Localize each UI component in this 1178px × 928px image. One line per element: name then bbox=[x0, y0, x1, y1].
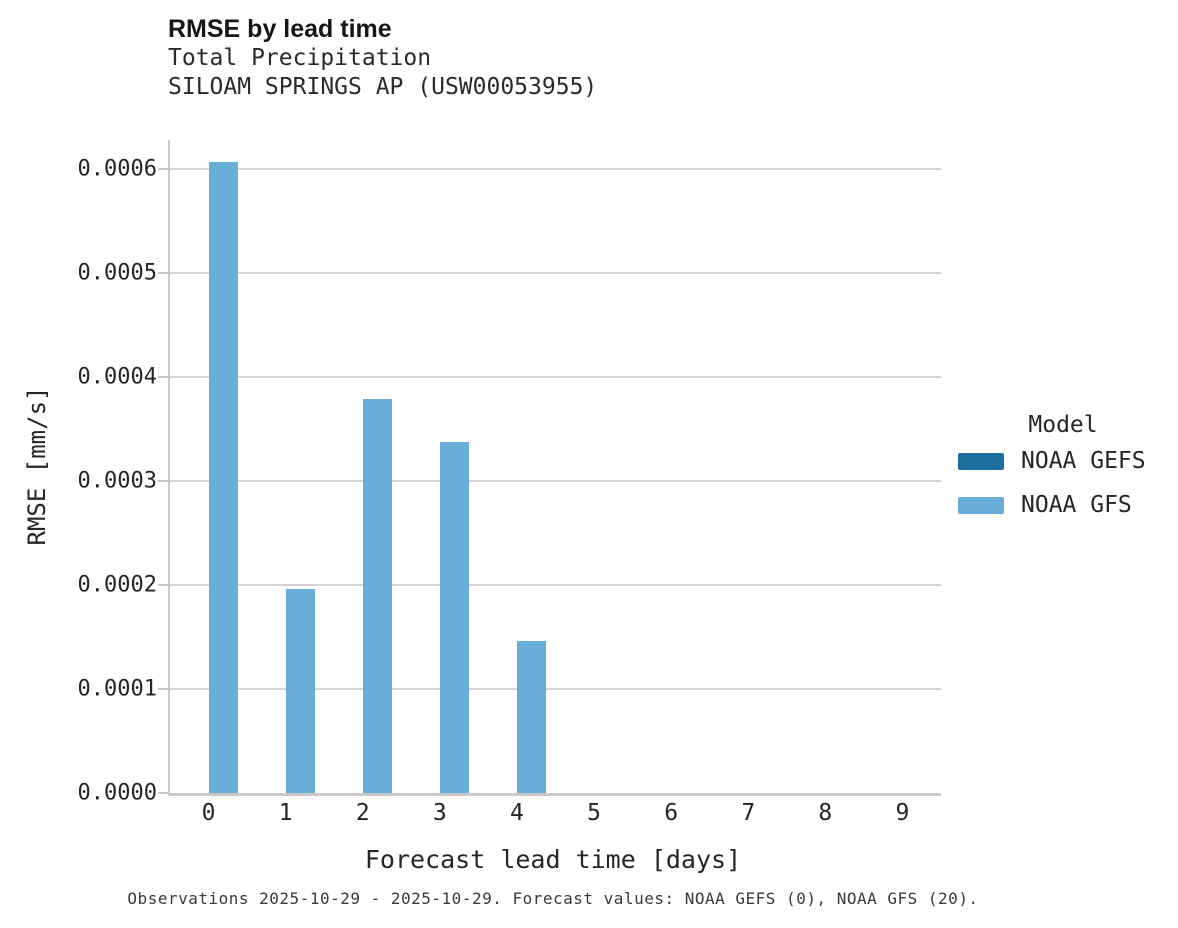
legend-swatch-noaa-gfs bbox=[958, 496, 1004, 514]
chart-caption: Observations 2025-10-29 - 2025-10-29. Fo… bbox=[127, 889, 979, 908]
chart-header: RMSE by lead time Total Precipitation SI… bbox=[168, 14, 597, 102]
bar-noaa-gfs-day-3 bbox=[439, 441, 469, 793]
x-tick-label-0: 0 bbox=[201, 800, 216, 826]
y-tick-mark bbox=[158, 792, 168, 794]
y-tick-label: 0.0006 bbox=[77, 156, 157, 182]
bar-noaa-gfs-day-1 bbox=[285, 589, 315, 793]
legend-title: Model bbox=[1028, 412, 1098, 438]
x-tick-label-5: 5 bbox=[587, 800, 601, 826]
x-tick-label-2: 2 bbox=[355, 800, 370, 826]
y-tick-label: 0.0003 bbox=[77, 468, 157, 494]
gridline-y-0.0001 bbox=[170, 688, 941, 691]
legend: Model NOAA GEFS NOAA GFS bbox=[958, 412, 1168, 536]
y-tick-label: 0.0000 bbox=[77, 780, 157, 806]
legend-label-noaa-gfs: NOAA GFS bbox=[1021, 492, 1132, 518]
x-tick-label-7: 7 bbox=[741, 800, 756, 826]
legend-entry-gfs: NOAA GFS bbox=[958, 492, 1168, 518]
legend-swatch-noaa-gefs bbox=[958, 452, 1004, 470]
x-tick-label-1: 1 bbox=[278, 800, 293, 826]
chart-subtitle-station: SILOAM SPRINGS AP (USW00053955) bbox=[168, 74, 598, 100]
chart-subtitle-variable: Total Precipitation bbox=[168, 45, 432, 71]
y-tick-mark bbox=[158, 480, 168, 483]
bar-noaa-gfs-day-0 bbox=[208, 161, 238, 793]
gridline-y-0.0005 bbox=[170, 272, 941, 275]
y-tick-label: 0.0005 bbox=[77, 260, 157, 286]
bar-noaa-gfs-day-2 bbox=[362, 398, 392, 793]
bar-noaa-gfs-day-4 bbox=[516, 641, 546, 793]
y-tick-mark bbox=[158, 688, 168, 691]
legend-label-noaa-gefs: NOAA GEFS bbox=[1021, 448, 1146, 474]
x-tick-label-9: 9 bbox=[895, 800, 910, 826]
gridline-y-0.0004 bbox=[170, 376, 941, 379]
y-tick-label: 0.0002 bbox=[77, 572, 157, 598]
gridline-y-0.0003 bbox=[170, 480, 941, 483]
y-tick-mark bbox=[158, 168, 168, 171]
plot-area: 0.0000 0.0001 0.0002 0.0003 0.0004 0.0005 0.00… bbox=[78, 140, 941, 826]
x-tick-label-4: 4 bbox=[510, 800, 524, 826]
y-tick-mark bbox=[158, 272, 168, 275]
y-tick-label: 0.0004 bbox=[77, 364, 157, 390]
y-tick-label: 0.0001 bbox=[77, 676, 157, 702]
chart-title: RMSE by lead time bbox=[168, 15, 392, 43]
y-tick-mark bbox=[158, 584, 168, 587]
gridline-y-0.0006 bbox=[170, 168, 941, 171]
x-axis-label: Forecast lead time [days] bbox=[364, 845, 742, 874]
legend-entry-gefs: NOAA GEFS bbox=[958, 448, 1168, 474]
y-axis-label: RMSE [mm/s] bbox=[23, 386, 51, 546]
y-tick-mark bbox=[158, 376, 168, 379]
x-tick-label-8: 8 bbox=[818, 800, 833, 826]
gridline-y-0.0002 bbox=[170, 584, 941, 587]
x-tick-label-3: 3 bbox=[432, 800, 447, 826]
x-tick-label-6: 6 bbox=[664, 800, 679, 826]
